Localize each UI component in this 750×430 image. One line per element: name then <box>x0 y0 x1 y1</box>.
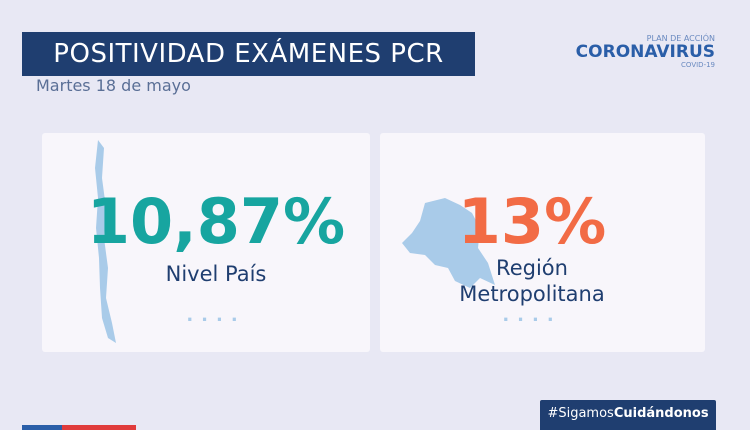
label-line: Metropolitana <box>459 282 605 306</box>
date: Martes 18 de mayo <box>36 76 191 95</box>
hashtag: #SigamosCuidándonos <box>540 400 716 430</box>
region-map <box>402 198 495 288</box>
hashtag-emphasis: Cuidándonos <box>613 406 709 421</box>
dots: .... <box>186 305 246 326</box>
logo: PLAN DE ACCIÓN CORONAVIRUS COVID-19 <box>576 34 715 69</box>
flag-blue <box>22 425 62 430</box>
logo-top: PLAN DE ACCIÓN <box>646 34 715 43</box>
chile-map <box>95 140 116 343</box>
flag-red <box>62 425 136 430</box>
label-line: Nivel País <box>165 262 267 286</box>
dots: .... <box>502 305 562 326</box>
label: Región Metropolitana <box>432 255 632 307</box>
card: 13% Región Metropolitana .... <box>380 133 705 352</box>
logo-bottom: COVID-19 <box>681 61 715 69</box>
label-line: Región <box>496 256 568 280</box>
hashtag-prefix: #Sigamos <box>547 406 614 421</box>
card: 10,87% Nivel País .... <box>42 133 370 352</box>
value: 10,87% <box>86 185 346 258</box>
title: POSITIVIDAD EXÁMENES PCR <box>22 32 475 76</box>
label: Nivel País <box>52 261 380 287</box>
value: 13% <box>457 185 607 258</box>
logo-main: CORONAVIRUS <box>575 42 715 62</box>
